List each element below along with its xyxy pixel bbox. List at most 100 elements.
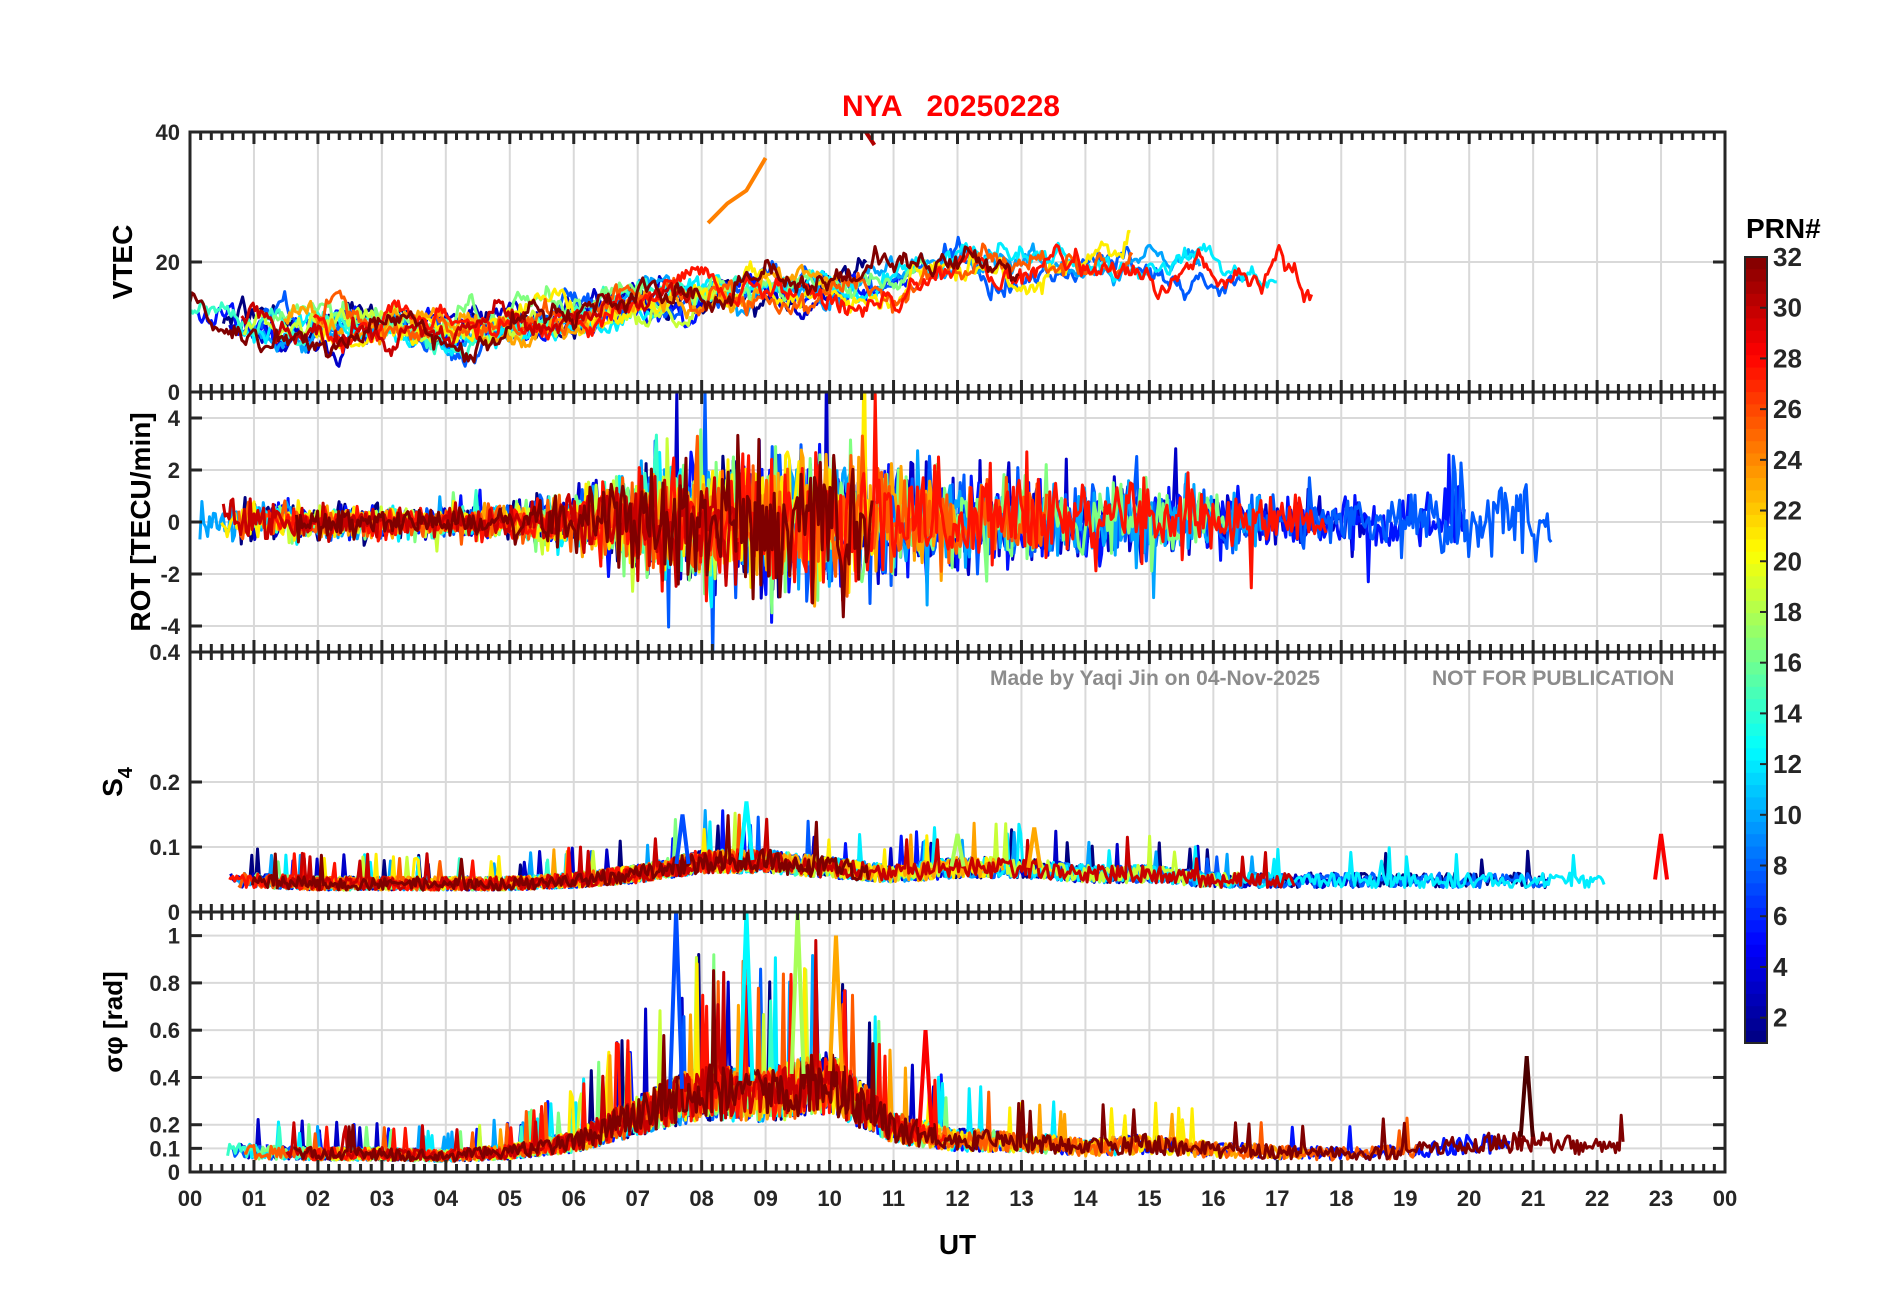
y-tick-label: 4 [168, 406, 181, 431]
series-line [295, 433, 874, 619]
y-tick-label: 20 [156, 250, 180, 275]
colorbar-segment [1745, 576, 1767, 590]
y-axis-label: VTEC [107, 225, 138, 300]
panel-sigma-phi: 00.10.2 0.4 0.6 0.8 1 σφ [rad] [98, 910, 1727, 1185]
colorbar-segment [1745, 871, 1767, 884]
y-tick-label: 0.8 [149, 971, 180, 996]
x-tick-label: 08 [689, 1186, 713, 1211]
series-group-vtec [190, 132, 1314, 368]
y-tick-label: 0.6 [149, 1018, 180, 1043]
colorbar-segment [1745, 735, 1767, 749]
colorbar-segment [1745, 478, 1767, 491]
colorbar-segment [1745, 330, 1767, 344]
colorbar-segment [1745, 932, 1767, 946]
series-peak [1518, 1056, 1535, 1137]
colorbar-frame [1744, 256, 1768, 1044]
colorbar-tick-label: 2 [1773, 1003, 1787, 1033]
colorbar-segment [1745, 453, 1767, 467]
x-tick-label: 13 [1009, 1186, 1033, 1211]
x-tick-label: 12 [945, 1186, 969, 1211]
series-group-sigma-phi [226, 912, 1625, 1163]
x-tick-label: 06 [562, 1186, 586, 1211]
colorbar-segment [1745, 907, 1767, 921]
y-tick-label: 0 [168, 900, 180, 925]
x-tick-label: 23 [1649, 1186, 1673, 1211]
y-tick-label: 0.4 [149, 640, 180, 665]
x-tick-label: 05 [498, 1186, 522, 1211]
y-tick-label: 0 [168, 510, 180, 535]
y-tick-label: 0 [168, 380, 180, 405]
colorbar-segment [1745, 957, 1767, 970]
colorbar-segment [1745, 613, 1767, 627]
y-tick-label: 2 [168, 458, 180, 483]
colorbar-segment [1745, 539, 1767, 553]
colorbar-segment [1745, 527, 1767, 541]
y-tick-label: -2 [160, 562, 180, 587]
colorbar-tick-label: 22 [1773, 496, 1802, 526]
title-date: 20250228 [926, 90, 1060, 123]
x-tick-label: 07 [625, 1186, 649, 1211]
x-tick-label: 18 [1329, 1186, 1353, 1211]
series-peak [738, 912, 755, 1081]
colorbar-tick-label: 20 [1773, 546, 1802, 576]
colorbar-tick-label: 10 [1773, 800, 1802, 830]
colorbar-tick-label: 28 [1773, 343, 1802, 373]
x-tick-label: 19 [1393, 1186, 1417, 1211]
series-group-s4 [228, 801, 1670, 892]
y-tick-label: 1 [168, 924, 180, 949]
y-tick-label: 0.1 [149, 1136, 180, 1161]
colorbar-segment [1745, 797, 1767, 811]
panel-s4: 0 0.1 0.2 0.4 S4 [97, 640, 1727, 925]
colorbar-segment [1745, 981, 1767, 995]
colorbar-segment [1745, 404, 1767, 418]
colorbar-tick-label: 14 [1773, 698, 1802, 728]
colorbar-segment [1745, 760, 1767, 774]
colorbar-segment [1745, 502, 1767, 516]
series-peak [1026, 827, 1043, 869]
colorbar-segment [1745, 969, 1767, 983]
colorbar-segment [1745, 711, 1767, 725]
colorbar-segment [1745, 895, 1767, 909]
y-label-subscript: 4 [115, 766, 137, 778]
x-tick-label: 21 [1521, 1186, 1545, 1211]
series-line [315, 242, 1134, 342]
series-line [863, 132, 877, 147]
colorbar-segment [1745, 1018, 1767, 1032]
series-peak [738, 801, 755, 861]
y-tick-label: 0.2 [149, 1113, 180, 1138]
colorbar-segment [1745, 699, 1767, 713]
series-peak [674, 814, 691, 865]
colorbar-tick-label: 16 [1773, 648, 1802, 678]
x-tick-label: 20 [1457, 1186, 1481, 1211]
x-tick-label: 00 [1713, 1186, 1737, 1211]
panel-vtec: 0 20 40 VTEC [107, 120, 1727, 405]
x-tick-label: 09 [753, 1186, 777, 1211]
colorbar-segment [1745, 257, 1767, 270]
colorbar-segment [1745, 846, 1767, 860]
x-tick-label: 16 [1201, 1186, 1225, 1211]
colorbar-tick-label: 12 [1773, 749, 1802, 779]
watermark-author: Made by Yaqi Jin on 04-Nov-2025 [990, 667, 1320, 690]
x-tick-label: 04 [434, 1186, 459, 1211]
title-station: NYA [842, 90, 902, 123]
colorbar-segment [1745, 993, 1767, 1007]
colorbar-tick-label: 26 [1773, 394, 1802, 424]
y-axis-label: σφ [rad] [98, 971, 128, 1072]
series-line [706, 156, 768, 225]
colorbar-segment [1745, 367, 1767, 381]
colorbar-segment [1745, 465, 1767, 479]
colorbar-segment [1745, 625, 1767, 639]
series-peak [668, 912, 685, 1089]
x-tick-label: 10 [817, 1186, 841, 1211]
colorbar-tick-label: 18 [1773, 597, 1802, 627]
colorbar-segment [1745, 588, 1767, 602]
y-tick-label: 0 [168, 1160, 180, 1185]
colorbar-segment [1745, 269, 1767, 283]
colorbar-segment [1745, 834, 1767, 848]
x-tick-label: 22 [1585, 1186, 1609, 1211]
series-line [250, 814, 870, 892]
series-peak [917, 1030, 934, 1128]
y-axis-label: S4 [97, 766, 137, 797]
